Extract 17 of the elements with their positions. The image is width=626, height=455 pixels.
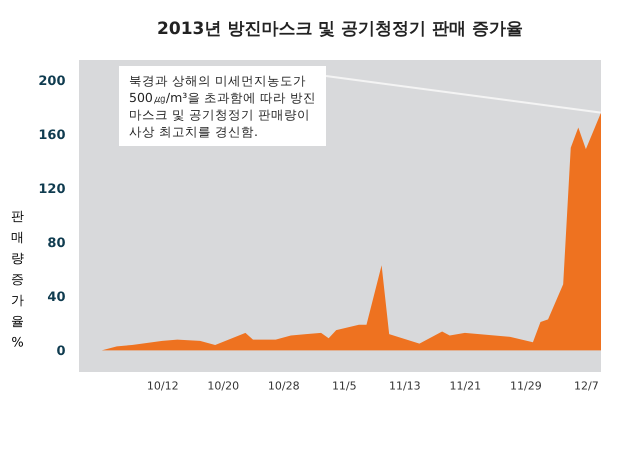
x-tick-label: 11/29 [510, 380, 542, 392]
y-axis-title: 판매량증가율% [11, 210, 24, 350]
x-tick-label: 10/12 [146, 380, 179, 392]
x-tick-label: 11/21 [449, 380, 482, 392]
x-tick-label: 10/28 [268, 380, 300, 392]
annotation: 북경과 상해의 미세먼지농도가 500㎍/m³을 초과함에 따라 방진 마스크 및 공기청정기 판매량이 사상 최고치를 경신함. [119, 66, 326, 146]
y-tick-label: 40 [47, 290, 66, 305]
x-tick-label: 10/20 [207, 380, 240, 392]
y-tick-label: 0 [56, 344, 66, 359]
y-tick-label: 200 [38, 74, 66, 89]
x-tick-label: 12/7 [574, 380, 599, 392]
y-tick-label: 160 [38, 128, 66, 143]
y-tick-label: 80 [47, 236, 66, 251]
x-tick-label: 11/5 [332, 380, 357, 392]
chart-title: 2013년 방진마스크 및 공기청정기 판매 증가율 [157, 19, 523, 39]
y-tick-label: 120 [38, 182, 66, 197]
x-tick-label: 11/13 [388, 380, 421, 392]
